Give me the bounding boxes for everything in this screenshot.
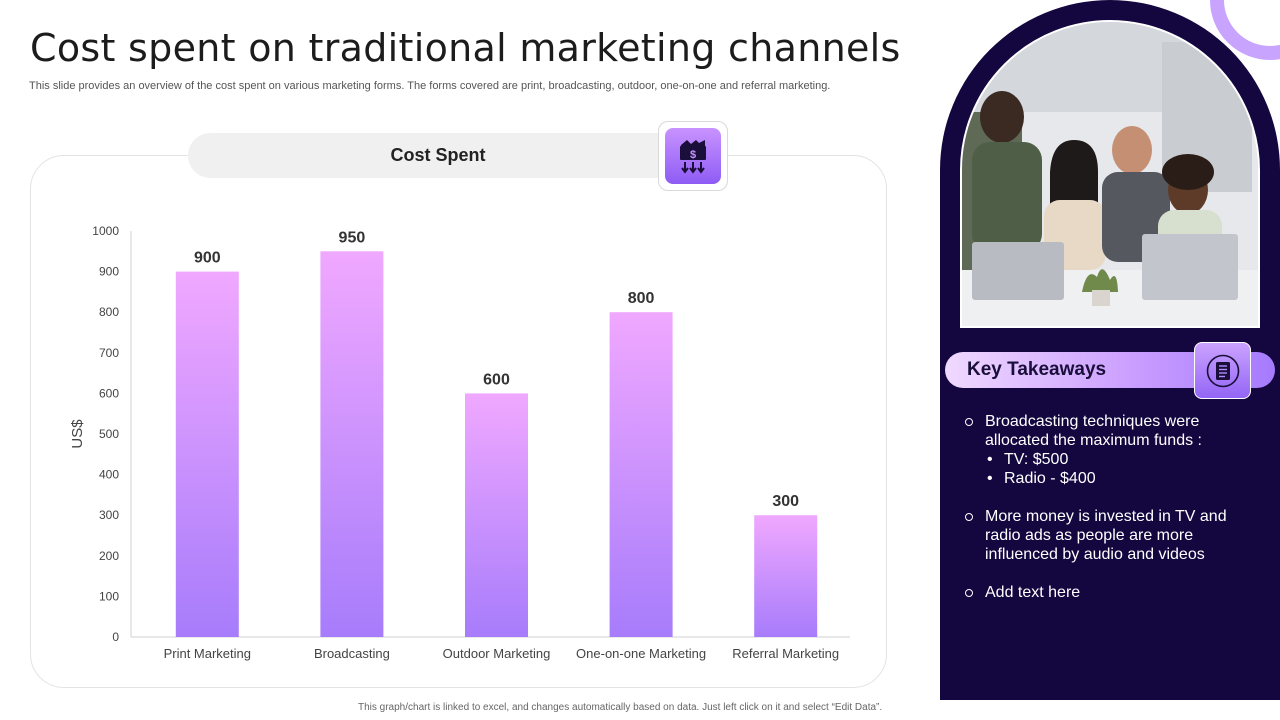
bar-data-label: 900: [194, 250, 221, 267]
chart-icon-frame: $: [658, 121, 728, 191]
hollow-bullet-icon: [965, 418, 973, 426]
x-tick-label: Outdoor Marketing: [443, 646, 551, 661]
takeaway-sublist: • TV: $500 • Radio - $400: [985, 450, 1265, 488]
takeaway-item: Broadcasting techniques were allocated t…: [965, 412, 1265, 488]
y-tick-label: 100: [99, 589, 119, 603]
bar: [609, 312, 673, 637]
takeaway-subitem: • TV: $500: [987, 451, 1069, 468]
money-transfer-icon: $: [665, 128, 721, 184]
takeaway-text: Add text here: [985, 584, 1081, 601]
bar-data-label: 800: [628, 290, 655, 307]
takeaway-item: Add text here: [965, 583, 1265, 602]
y-tick-label: 800: [99, 305, 119, 319]
y-tick-label: 400: [99, 468, 119, 482]
key-takeaways-label: Key Takeaways: [967, 359, 1107, 380]
chart-header-label: Cost Spent: [390, 145, 486, 165]
page-title: Cost spent on traditional marketing chan…: [30, 26, 901, 70]
y-tick-label: 200: [99, 549, 119, 563]
hollow-bullet-icon: [965, 589, 973, 597]
chart-header-pill: Cost Spent: [188, 133, 708, 178]
x-tick-label: Referral Marketing: [732, 646, 839, 661]
y-tick-label: 600: [99, 386, 119, 400]
y-tick-label: 900: [99, 265, 119, 279]
bar-chart: 0 100 200 300 400 500 600 700 800 900 1000 US$ 900 Pr…: [69, 224, 850, 661]
bar-data-label: 950: [339, 229, 366, 246]
bar-data-label: 300: [772, 493, 799, 510]
bar: [754, 515, 818, 637]
bar: [175, 271, 239, 637]
hollow-bullet-icon: [965, 513, 973, 521]
chart-footnote: This graph/chart is linked to excel, and…: [358, 702, 883, 713]
bar-data-label: 600: [483, 371, 510, 388]
y-tick-label: 1000: [92, 224, 119, 238]
svg-text:$: $: [690, 149, 696, 161]
y-tick-label: 300: [99, 508, 119, 522]
bar: [465, 393, 528, 637]
page-subtitle: This slide provides an overview of the c…: [29, 80, 831, 92]
y-tick-label: 0: [112, 630, 119, 644]
chart-card: [30, 155, 887, 688]
bullet-icon: •: [987, 470, 993, 487]
team-meeting-photo: [960, 20, 1260, 328]
bar: [320, 251, 384, 638]
x-tick-label: Broadcasting: [314, 646, 390, 661]
y-tick-label: 700: [99, 346, 119, 360]
notebook-icon: [1194, 342, 1251, 399]
takeaway-item: More money is invested in TV and radio a…: [965, 507, 1265, 564]
takeaway-text: More money is invested in TV and radio a…: [985, 508, 1227, 563]
x-tick-label: Print Marketing: [164, 646, 251, 661]
takeaway-subitem: • Radio - $400: [987, 470, 1096, 487]
x-tick-label: One-on-one Marketing: [576, 646, 706, 661]
y-axis-label: US$: [69, 419, 86, 449]
takeaway-text: Broadcasting techniques were allocated t…: [985, 413, 1202, 449]
key-takeaways-list: Broadcasting techniques were allocated t…: [965, 412, 1265, 621]
bullet-icon: •: [987, 451, 993, 468]
y-tick-label: 500: [99, 427, 119, 441]
